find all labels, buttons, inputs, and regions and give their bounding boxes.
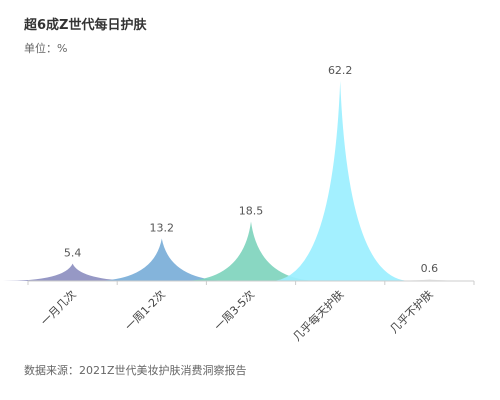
value-label-3: 18.5 [239, 205, 264, 218]
x-axis-ticks [27, 281, 475, 285]
chart-source: 数据来源：2021Z世代美妆护肤消费洞察报告 [24, 364, 247, 377]
category-label-1: 一月几次 [38, 287, 79, 328]
peak-5 [359, 279, 500, 281]
peak-2 [91, 238, 232, 281]
value-label-4: 62.2 [328, 64, 353, 77]
value-label-1: 5.4 [64, 247, 82, 260]
chart-unit: 单位：% [24, 42, 68, 55]
peak-4 [270, 81, 411, 281]
category-labels: 一月几次 一周1-2次 一周3-5次 几乎每天护肤 几乎不护肤 [38, 287, 436, 344]
peak-1 [2, 263, 143, 281]
value-label-5: 0.6 [421, 262, 439, 275]
category-label-5: 几乎不护肤 [387, 287, 436, 336]
category-label-3: 一周3-5次 [211, 287, 257, 333]
category-label-2: 一周1-2次 [122, 287, 168, 333]
chart-title: 超6成Z世代每日护肤 [24, 18, 147, 33]
category-label-4: 几乎每天护肤 [290, 287, 347, 344]
peak-3 [181, 221, 321, 281]
peak-series [2, 81, 500, 281]
value-label-2: 13.2 [150, 222, 175, 235]
value-labels: 5.4 13.2 18.5 62.2 0.6 [64, 64, 438, 275]
